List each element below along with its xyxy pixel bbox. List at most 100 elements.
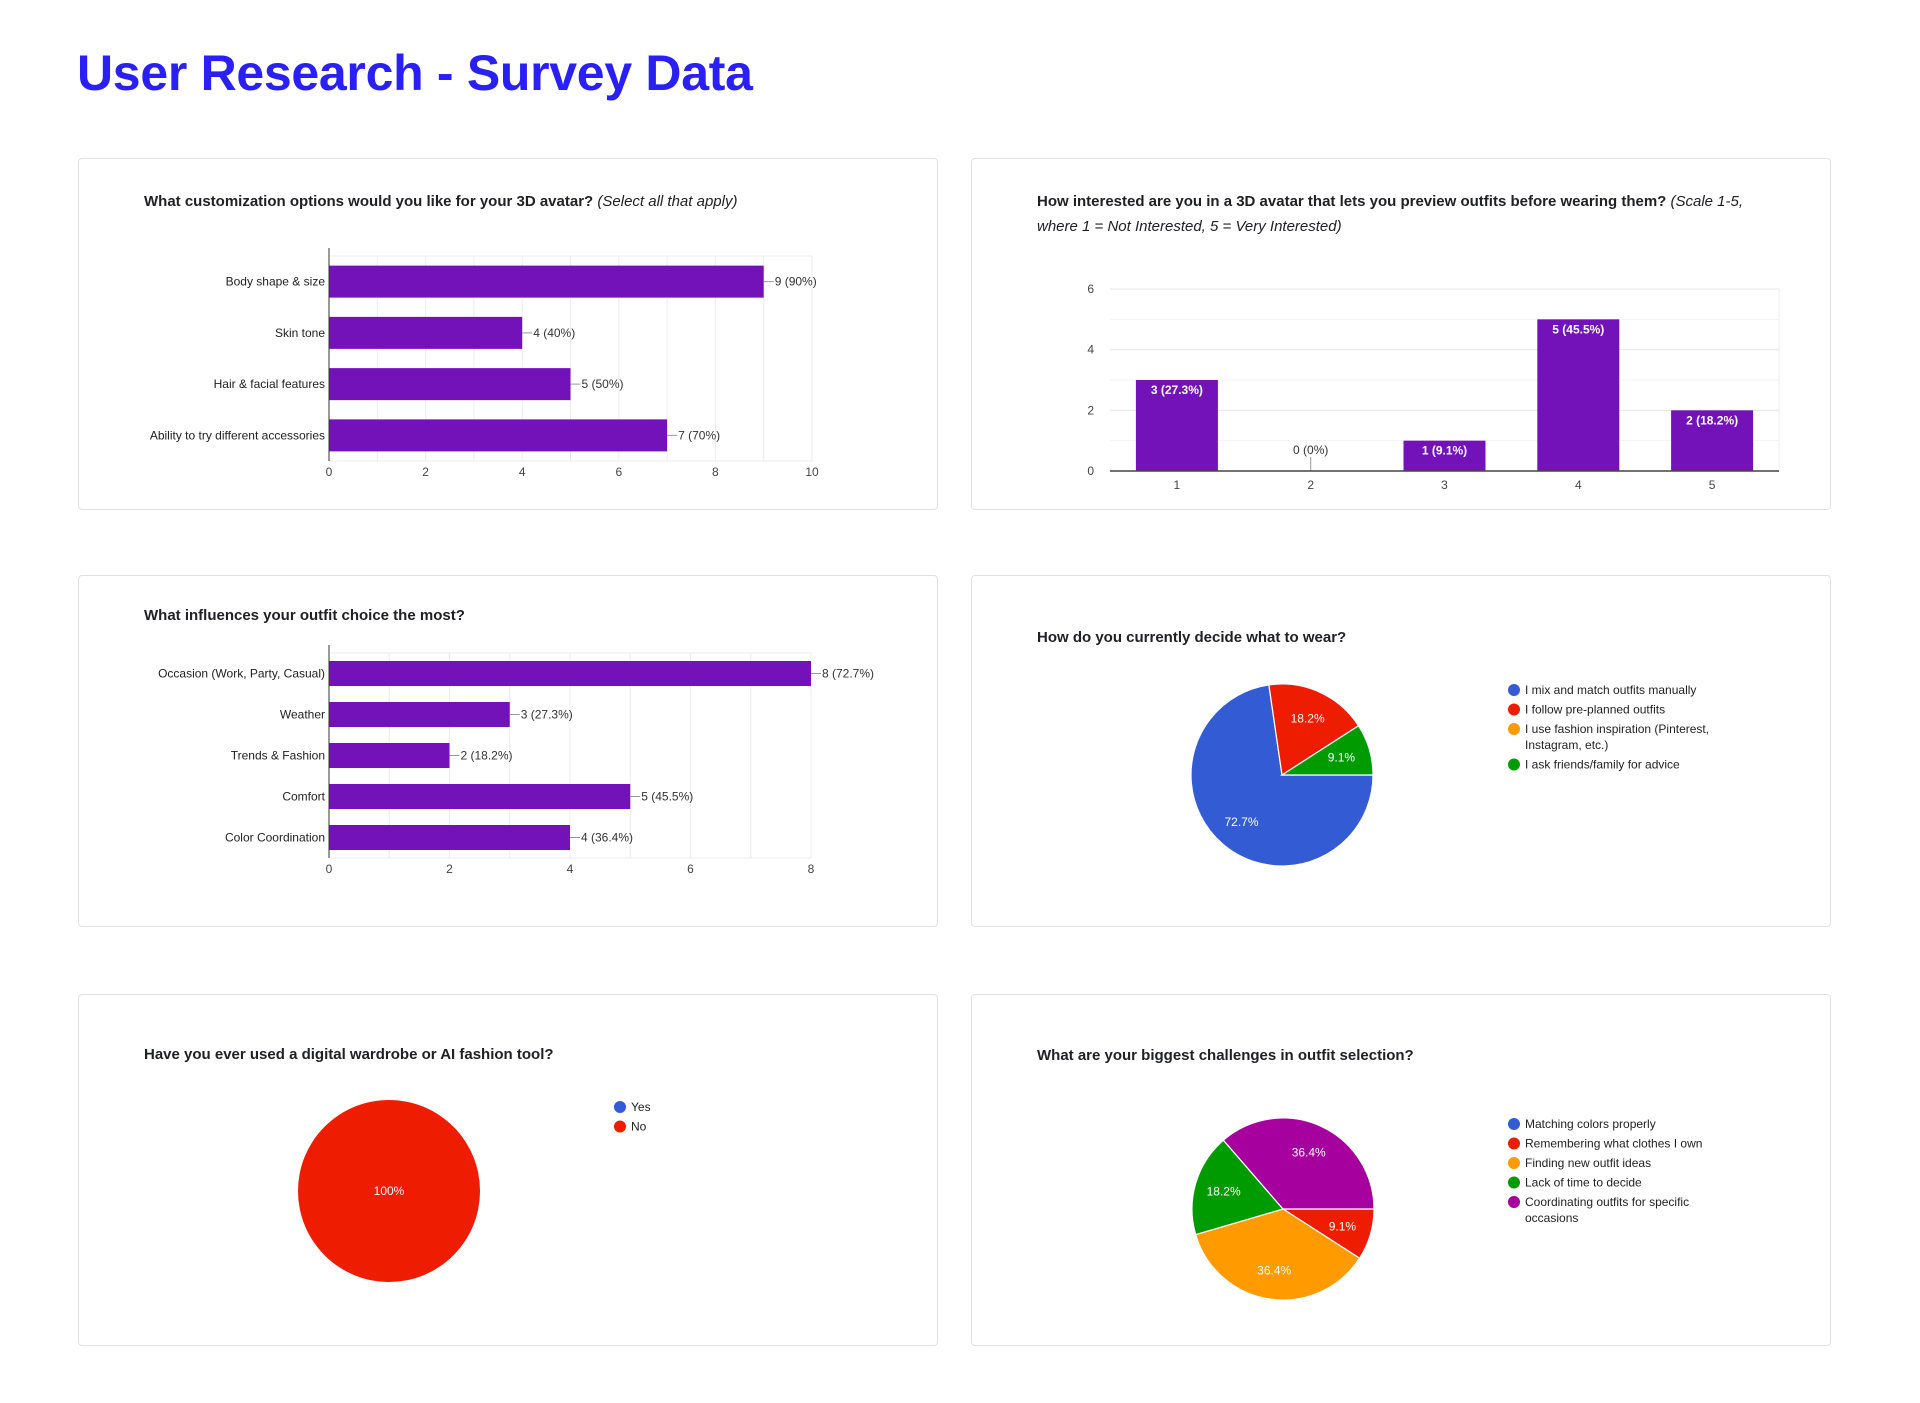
legend-marker-icon — [1508, 723, 1520, 735]
data-label: 4 (36.4%) — [581, 831, 633, 845]
bar — [329, 743, 450, 768]
category-label: Occasion (Work, Party, Casual) — [158, 667, 325, 681]
bar-chart: 0 2 4 6 8 10 Body shape & size 9 (90%) Skin tone… — [150, 248, 819, 479]
slice-label: 18.2% — [1291, 712, 1325, 726]
legend-marker-icon — [1508, 1157, 1520, 1169]
chart-title-note: (Scale 1-5, where 1 = Not Interested, 5 … — [1037, 193, 1744, 235]
slice-label: 72.7% — [1225, 815, 1259, 829]
pie-slice — [298, 1100, 480, 1282]
data-label: 2 (18.2%) — [1686, 413, 1738, 427]
x-tick-label: 8 — [808, 862, 815, 876]
y-tick-label: 2 — [1087, 403, 1094, 417]
bar-chart: 0 2 4 6 8 Occasion (Work, Party, Casual) 8 (72… — [158, 645, 874, 876]
data-label: 4 (40%) — [533, 326, 575, 340]
pie-slice — [1279, 724, 1374, 776]
bar — [1671, 410, 1754, 471]
slice-label: 36.4% — [1257, 1263, 1291, 1277]
legend-marker-icon — [1508, 758, 1520, 771]
legend-label: Lack of time to decide — [1525, 1176, 1642, 1190]
chart-title-note: (Select all that apply) — [597, 193, 738, 210]
legend-label: occasions — [1525, 1211, 1578, 1225]
column-chart: 0 2 4 6 3 (27.3%) 1 0 (0%) 2 1 (9.1%) 3 5 (45.5%) 4… — [1087, 282, 1780, 492]
bar — [329, 419, 668, 452]
data-label: 3 (27.3%) — [1151, 383, 1203, 397]
bar — [329, 368, 571, 401]
x-tick-label: 2 — [446, 862, 453, 876]
x-tick-label: 8 — [712, 465, 719, 479]
legend-label: Matching colors properly — [1525, 1117, 1656, 1131]
chart-title-main: How do you currently decide what to wear… — [1037, 629, 1347, 646]
x-tick-label: 6 — [615, 465, 622, 479]
legend-marker-icon — [1508, 1176, 1520, 1189]
legend-marker-icon — [614, 1101, 626, 1113]
bar — [329, 825, 570, 850]
slice-label: 9.1% — [1328, 751, 1356, 765]
legend-label: Remembering what clothes I own — [1525, 1137, 1702, 1151]
chart-card-interest-scale: How interested are you in a 3D avatar th… — [971, 158, 1831, 510]
category-label: Hair & facial features — [214, 377, 325, 391]
data-label: 0 (0%) — [1293, 443, 1328, 457]
chart-title: What influences your outfit choice the m… — [144, 603, 879, 628]
data-label: 5 (45.5%) — [1552, 322, 1604, 336]
chart-title-main: How interested are you in a 3D avatar th… — [1037, 193, 1667, 210]
bar — [329, 316, 523, 349]
legend-label: Finding new outfit ideas — [1525, 1156, 1651, 1170]
chart-card-outfit-challenges: What are your biggest challenges in outf… — [971, 994, 1831, 1346]
chart-title-main: What customization options would you lik… — [144, 193, 594, 210]
category-label: Color Coordination — [225, 831, 325, 845]
category-label: Weather — [280, 708, 325, 722]
bar — [1135, 380, 1218, 471]
chart-title-main: What are your biggest challenges in outf… — [1037, 1047, 1414, 1064]
chart-card-customization-options: What customization options would you lik… — [78, 158, 938, 510]
legend-marker-icon — [1508, 684, 1520, 696]
category-label: Ability to try different accessories — [150, 428, 325, 442]
y-tick-label: 4 — [1087, 343, 1094, 357]
bar — [1537, 319, 1620, 471]
data-label: 3 (27.3%) — [521, 708, 573, 722]
pie-slice — [1194, 1208, 1361, 1301]
legend-label: Instagram, etc.) — [1525, 738, 1608, 752]
slice-label: 9.1% — [1329, 1219, 1357, 1233]
data-label: 5 (50%) — [582, 377, 624, 391]
category-label: Body shape & size — [226, 275, 326, 289]
chart-title: What customization options would you lik… — [144, 189, 879, 214]
y-tick-label: 6 — [1087, 282, 1094, 296]
pie-slice — [1222, 1117, 1375, 1210]
x-tick-label: 2 — [1307, 478, 1314, 492]
slice-label: 18.2% — [1207, 1185, 1241, 1199]
legend-label: Coordinating outfits for specific — [1525, 1195, 1689, 1209]
category-label: Skin tone — [275, 326, 325, 340]
pie-chart: 9.1% 36.4% 18.2% 36.4% Matching colors prope… — [1191, 1117, 1702, 1301]
data-label: 8 (72.7%) — [822, 667, 874, 681]
legend-marker-icon — [614, 1120, 626, 1133]
data-label: 5 (45.5%) — [641, 790, 693, 804]
x-tick-label: 4 — [1575, 478, 1582, 492]
x-tick-label: 6 — [687, 862, 694, 876]
x-tick-label: 4 — [567, 862, 574, 876]
x-tick-label: 3 — [1441, 478, 1448, 492]
chart-title-main: What influences your outfit choice the m… — [144, 607, 465, 624]
legend-label: No — [631, 1120, 647, 1134]
chart-title: How interested are you in a 3D avatar th… — [1037, 189, 1772, 239]
legend-marker-icon — [1508, 1196, 1520, 1208]
legend-label: I use fashion inspiration (Pinterest, — [1525, 722, 1709, 736]
category-label: Comfort — [282, 790, 325, 804]
chart-title-main: Have you ever used a digital wardrobe or… — [144, 1046, 554, 1063]
data-label: 7 (70%) — [678, 428, 720, 442]
chart-card-digital-wardrobe-usage: Have you ever used a digital wardrobe or… — [78, 994, 938, 1346]
page-title: User Research - Survey Data — [77, 45, 753, 101]
data-label: 2 (18.2%) — [461, 749, 513, 763]
legend-marker-icon — [1508, 1137, 1520, 1150]
x-tick-label: 0 — [326, 862, 333, 876]
legend-label: I follow pre-planned outfits — [1525, 703, 1665, 717]
bar — [1403, 440, 1486, 471]
bar — [329, 265, 764, 298]
legend-marker-icon — [1508, 1118, 1520, 1130]
legend-marker-icon — [1508, 703, 1520, 716]
x-tick-label: 10 — [805, 465, 819, 479]
data-label: 1 (9.1%) — [1422, 444, 1467, 458]
chart-title: What are your biggest challenges in outf… — [1037, 1043, 1772, 1068]
x-tick-label: 0 — [326, 465, 333, 479]
pie-chart: 72.7% 18.2% 9.1% I mix and match outfits ma… — [1190, 683, 1709, 867]
legend-label: I mix and match outfits manually — [1525, 683, 1696, 697]
